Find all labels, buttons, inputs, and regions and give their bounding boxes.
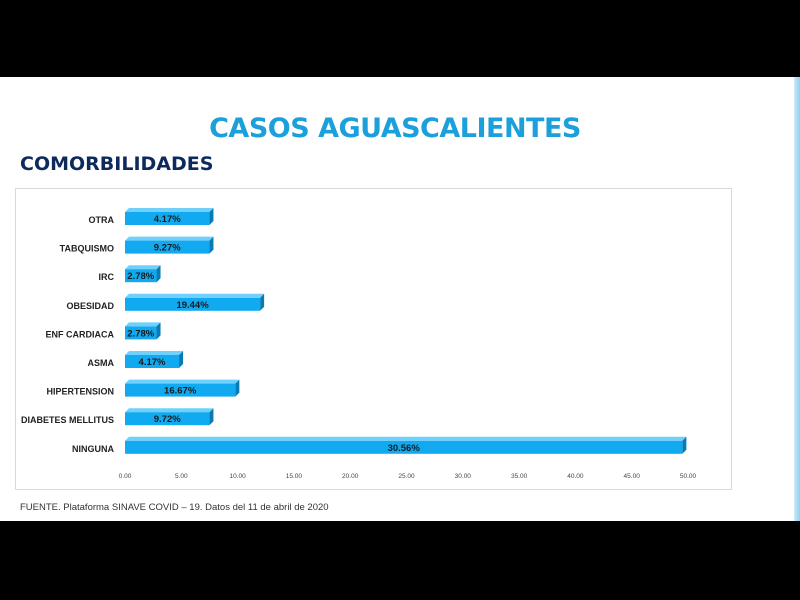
data-label: 19.44% — [176, 300, 209, 311]
bar-top — [125, 436, 687, 441]
bar-side — [209, 408, 214, 426]
data-label: 2.78% — [127, 328, 154, 339]
bar-side — [235, 379, 240, 397]
bar-ninguna — [125, 436, 687, 454]
bar-face — [125, 412, 210, 426]
category-label: DIABETES MELLITUS — [21, 415, 114, 425]
category-label: OTRA — [89, 215, 115, 225]
data-label: 30.56% — [388, 443, 421, 454]
bar-obesidad — [125, 293, 265, 311]
x-tick-label: 30.00 — [455, 473, 472, 480]
category-label: OBESIDAD — [66, 301, 114, 311]
bar-face — [125, 297, 261, 311]
category-label: TABQUISMO — [60, 244, 114, 254]
bar-top — [125, 322, 161, 327]
slide-title: CASOS AGUASCALIENTES — [209, 113, 581, 144]
x-tick-label: 35.00 — [511, 473, 528, 480]
data-label: 9.72% — [154, 414, 181, 425]
bar-face — [125, 212, 210, 225]
comorbidity-bar-chart: OTRA 4.17% TABQUISMO 9.27% IRC 2.78% OBESIDAD 1… — [21, 208, 697, 480]
slide-subtitle: COMORBILIDADES — [20, 153, 214, 175]
data-label: 4.17% — [139, 357, 166, 368]
bar-top — [125, 293, 265, 298]
x-tick-label: 40.00 — [567, 473, 584, 480]
bar-side — [260, 293, 265, 311]
bar-top — [125, 208, 214, 212]
data-label: 2.78% — [127, 271, 154, 282]
slide-edge-stripe — [794, 77, 800, 521]
x-tick-label: 0.00 — [119, 473, 132, 480]
bar-side — [156, 265, 161, 283]
data-label: 9.27% — [154, 243, 181, 254]
bar-enf-cardiaca — [125, 322, 161, 340]
category-label: ASMA — [88, 358, 115, 368]
bar-face — [125, 383, 236, 397]
category-label: NINGUNA — [72, 444, 114, 454]
x-tick-label: 50.00 — [680, 473, 697, 480]
source-note: FUENTE. Plataforma SINAVE COVID – 19. Da… — [20, 502, 329, 513]
bar-face — [125, 355, 180, 368]
bar-top — [125, 379, 240, 384]
bar-face — [125, 269, 157, 283]
x-tick-label: 25.00 — [398, 473, 415, 480]
bar-top — [125, 408, 214, 413]
bar-top — [125, 265, 161, 270]
slide: CASOS AGUASCALIENTES COMORBILIDADES OTRA… — [0, 77, 800, 521]
bar-diabetes-mellitus — [125, 408, 214, 426]
x-tick-label: 15.00 — [286, 473, 303, 480]
bar-tabquismo — [125, 236, 214, 254]
category-label: HIPERTENSION — [46, 387, 114, 397]
bar-top — [125, 236, 214, 241]
x-tick-label: 5.00 — [175, 473, 188, 480]
bar-irc — [125, 265, 161, 283]
bar-side — [209, 236, 214, 254]
bar-asma — [125, 351, 184, 368]
bar-top — [125, 351, 184, 355]
data-label: 16.67% — [164, 386, 197, 397]
category-label: ENF CARDIACA — [46, 329, 115, 339]
category-label: IRC — [99, 272, 115, 282]
data-label: 4.17% — [154, 214, 181, 225]
x-tick-label: 45.00 — [624, 473, 641, 480]
bar-side — [209, 208, 214, 225]
chart-area: OTRA 4.17% TABQUISMO 9.27% IRC 2.78% OBESIDAD 1… — [15, 188, 732, 490]
bar-face — [125, 240, 210, 254]
bar-side — [682, 436, 687, 454]
bar-hipertension — [125, 379, 240, 397]
bar-side — [156, 322, 161, 340]
bar-face — [125, 326, 157, 340]
x-tick-label: 10.00 — [229, 473, 246, 480]
bar-side — [179, 351, 184, 368]
bar-otra — [125, 208, 214, 225]
x-tick-label: 20.00 — [342, 473, 359, 480]
bar-face — [125, 440, 683, 454]
